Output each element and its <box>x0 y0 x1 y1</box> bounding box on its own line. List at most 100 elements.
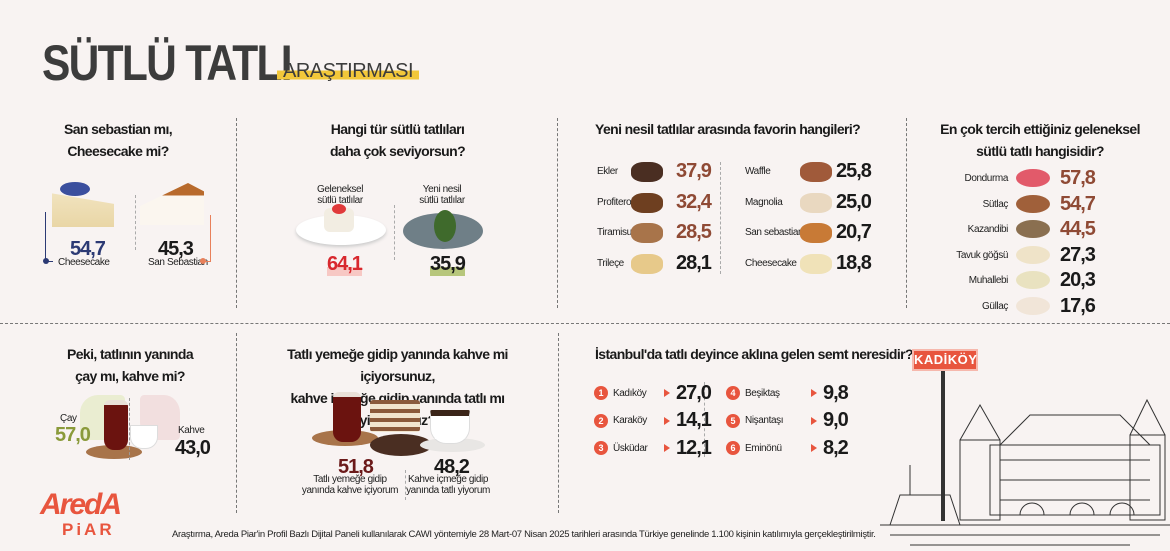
sign-pole <box>941 371 945 521</box>
traditional-dessert-value: 27,3 <box>1060 243 1096 266</box>
coffee-cup-image <box>130 425 158 449</box>
q4-title-line: En çok tercih ettiğiniz geleneksel <box>940 121 1140 137</box>
q6-title-line: Tatlı yemeğe gidip yanında kahve mi içiy… <box>287 346 508 384</box>
saucer-icon <box>86 445 142 459</box>
footer-note: Araştırma, Areda Piar'in Profil Bazlı Di… <box>172 529 876 540</box>
district-label: Karaköy <box>613 415 647 426</box>
dessert-label: Tiramisu <box>597 227 632 238</box>
dessert-label: Waffle <box>745 166 771 177</box>
divider <box>720 162 721 274</box>
san-sebastian-label: San Sebastian <box>148 257 208 268</box>
label-line: Yeni nesil <box>422 184 462 195</box>
district-row: 4 Beşiktaş 9,8 <box>726 380 849 406</box>
traditional-label: Geleneksel sütlü tatlılar <box>300 184 380 206</box>
rank-badge: 2 <box>594 413 608 428</box>
q7-title: İstanbul'da tatlı deyince aklına gelen s… <box>595 346 914 362</box>
district-row: 5 Nişantaşı 9,0 <box>726 408 849 434</box>
traditional-dessert-value: 44,5 <box>1060 218 1096 241</box>
traditional-dessert-value: 57,8 <box>1060 167 1096 189</box>
rank-badge: 3 <box>594 441 608 455</box>
q4-title-line: sütlü tatlı hangisidir? <box>976 143 1104 159</box>
arrow-icon <box>811 444 817 452</box>
dessert-image <box>800 192 832 213</box>
kadikoy-sign: KADİKÖY <box>912 349 978 371</box>
dessert-image <box>800 162 832 182</box>
dot-icon <box>43 258 49 264</box>
district-label: Eminönü <box>745 442 782 454</box>
divider <box>704 382 705 457</box>
coffee-label: Kahve <box>178 425 205 436</box>
traditional-dessert-label: Dondurma <box>964 173 1009 184</box>
divider <box>557 118 558 308</box>
dessert-value: 28,5 <box>676 221 712 243</box>
divider <box>906 118 907 308</box>
saucer-icon <box>420 438 485 452</box>
strawberry-icon <box>332 204 346 214</box>
divider <box>129 398 130 460</box>
blueberries-icon <box>60 182 90 196</box>
district-value: 14,1 <box>676 409 712 431</box>
dessert-label: San sebastian <box>745 227 804 238</box>
dessert-value: 28,1 <box>676 251 712 274</box>
rank-badge: 4 <box>726 386 740 400</box>
option2-value: 48,2 <box>434 456 470 478</box>
tiramisu-image <box>370 400 420 432</box>
areda-logo: AredA <box>40 488 122 521</box>
q5-title: Peki, tatlının yanında çay mı, kahve mi? <box>30 343 230 387</box>
district-row: 2 Karaköy 14,1 <box>594 408 712 434</box>
san-sebastian-value: 45,3 <box>158 238 194 260</box>
traditional-dessert-label: Sütlaç <box>982 198 1009 210</box>
arrow-icon <box>811 416 817 425</box>
rank-badge: 5 <box>726 413 740 428</box>
district-value: 12,1 <box>676 436 712 459</box>
divider <box>558 333 559 513</box>
san-sebastian-image <box>140 183 204 225</box>
new-gen-label: Yeni nesil sütlü tatlılar <box>402 184 482 206</box>
q2-title: Hangi tür sütlü tatlıları daha çok seviy… <box>280 118 515 162</box>
dessert-value: 20,7 <box>836 221 872 243</box>
q5-title-line: Peki, tatlının yanında <box>66 346 194 362</box>
dessert-label: Trileçe <box>597 257 624 269</box>
tea-label: Çay <box>60 413 77 424</box>
district-label: Kadıköy <box>613 387 647 399</box>
traditional-dessert-label: Tavuk göğsü <box>956 249 1008 261</box>
district-row: 1 Kadıköy 27,0 <box>594 380 712 406</box>
divider <box>0 323 1170 324</box>
dessert-image <box>631 253 663 274</box>
dessert-value: 32,4 <box>676 190 712 213</box>
dessert-image <box>800 253 832 274</box>
divider <box>405 470 406 500</box>
q1-title-line: San sebastian mı, <box>63 121 173 137</box>
arrow-icon <box>664 389 670 397</box>
dessert-image <box>631 223 663 243</box>
dessert-image <box>631 192 663 213</box>
new-gen-value: 35,9 <box>430 253 466 276</box>
connector-line <box>45 212 53 262</box>
page-title: SÜTLÜ TATLI <box>42 35 293 91</box>
label-line: Geleneksel <box>316 184 364 195</box>
tea-glass-image <box>333 392 361 442</box>
haydarpasa-building-sketch <box>880 398 1170 546</box>
coffee-cup-image <box>430 410 470 444</box>
dessert-image <box>800 223 832 243</box>
dessert-value: 25,8 <box>836 160 872 182</box>
arrow-icon <box>664 444 670 452</box>
traditional-dessert-value: 20,3 <box>1060 269 1096 292</box>
district-label: Nişantaşı <box>745 415 784 426</box>
eclair-image <box>370 434 432 456</box>
label-line: yanında tatlı yiyorum <box>406 485 490 496</box>
traditional-value: 64,1 <box>327 253 363 276</box>
tea-value: 57,0 <box>55 424 91 446</box>
district-value: 9,0 <box>823 409 849 431</box>
label-line: yanında kahve içiyorum <box>301 485 399 496</box>
district-value: 27,0 <box>676 381 712 404</box>
district-value: 8,2 <box>823 436 849 459</box>
divider <box>236 118 237 308</box>
page-subtitle: ARAŞTIRMASI <box>277 60 420 83</box>
coffee-value: 43,0 <box>175 437 211 459</box>
district-value: 9,8 <box>823 381 849 404</box>
label-line: Tatlı yemeğe gidip <box>313 474 387 485</box>
q4-title: En çok tercih ettiğiniz geleneksel sütlü… <box>925 118 1155 162</box>
option2-label: Kahve içmeğe gidip yanında tatlı yiyorum <box>398 474 498 496</box>
rank-badge: 6 <box>726 441 740 455</box>
